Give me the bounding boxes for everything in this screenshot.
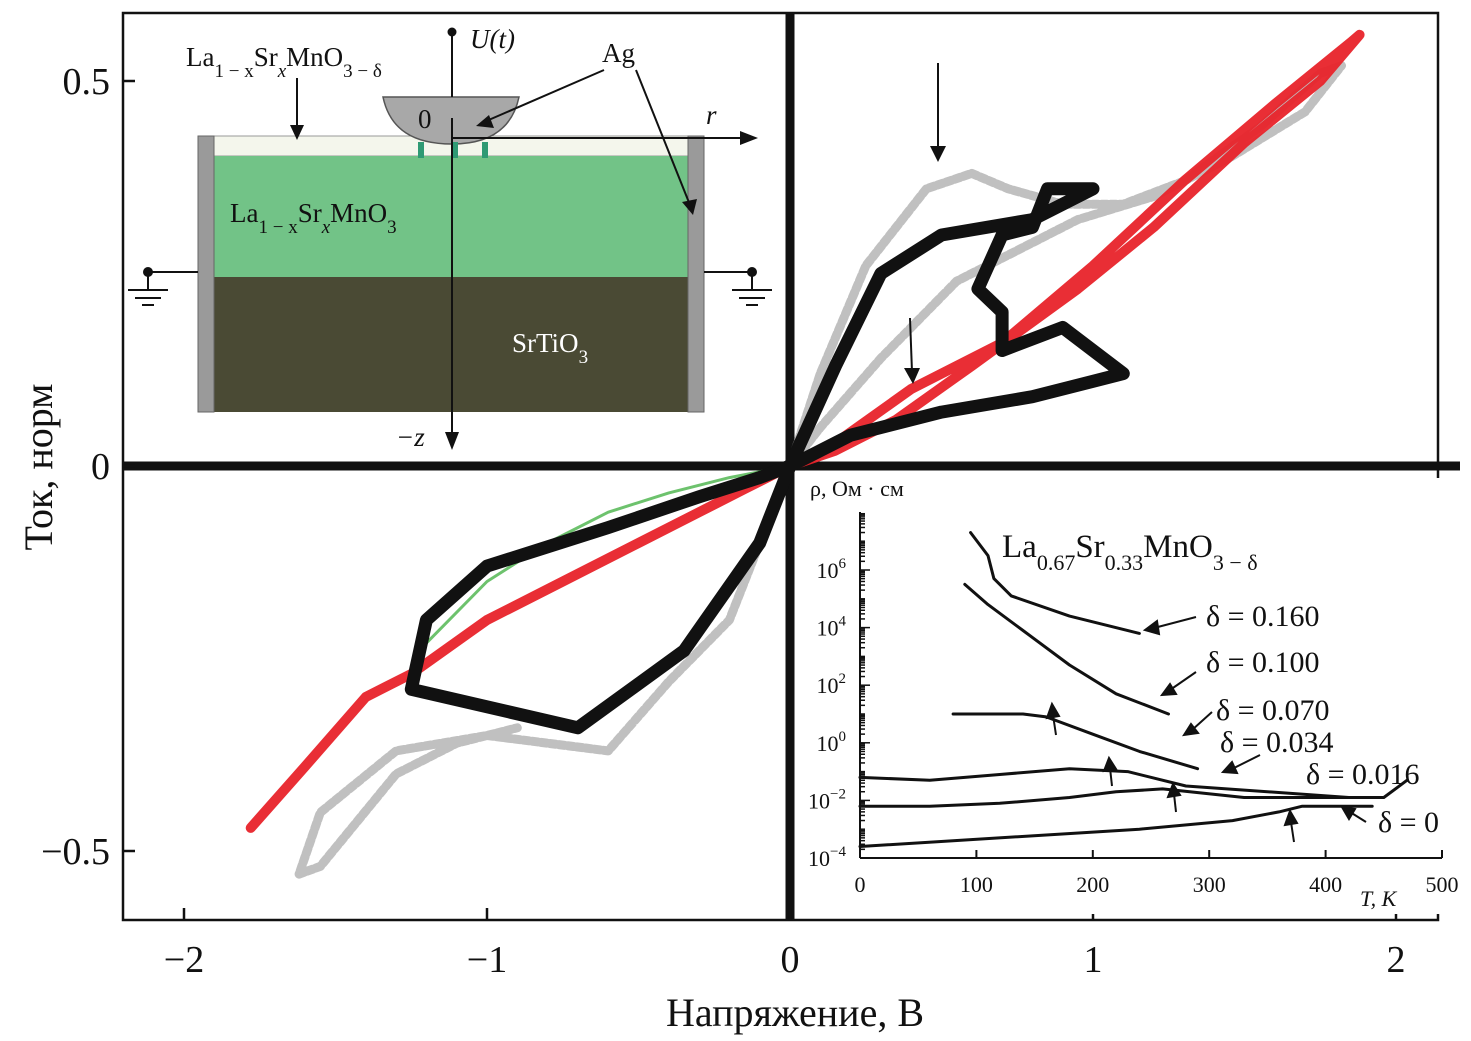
- main-x-tick-label: −2: [164, 939, 204, 981]
- annotation-arrow-upper: [930, 63, 946, 162]
- ag-arrow-tip: [476, 69, 605, 128]
- left-ground-icon: [128, 267, 198, 306]
- series-red: [245, 29, 1365, 833]
- ag-label: Ag: [602, 38, 635, 68]
- label-delta-0016: δ = 0.016: [1306, 758, 1420, 791]
- film-layer-label: La1 − xSrxMnO3: [230, 198, 397, 238]
- inset-y-tick-label: 104: [817, 614, 847, 641]
- inset-y-tick-label: 10−4: [808, 844, 846, 871]
- inset-ylabel: ρ, Ом · см: [810, 476, 904, 501]
- main-series: [245, 29, 1365, 879]
- top-layer-arrow: [290, 78, 304, 140]
- origin-label: 0: [418, 104, 432, 134]
- inset-series-line: [858, 804, 1374, 848]
- main-y-tick-label: 0.5: [63, 61, 111, 103]
- inset-y-tick-label: 10−2: [808, 786, 846, 813]
- ag-arrow-electrode: [635, 69, 697, 215]
- label-arrows: [1045, 616, 1367, 843]
- main-ylabel: Ток, норм: [16, 384, 61, 551]
- inset-y-tick-label: 106: [817, 556, 847, 583]
- main-ticks: −2 −1 0 1 2 0.5 0 −0.5: [41, 61, 1405, 981]
- r-axis-label: r: [706, 100, 717, 130]
- inset-x-tick-label: 300: [1193, 872, 1226, 897]
- main-x-tick-label: −1: [467, 939, 507, 981]
- series-green: [424, 464, 792, 645]
- inset-series-line: [858, 778, 1409, 808]
- r-axis-arrowhead: [740, 131, 758, 145]
- annotation-arrow-lower: [904, 317, 920, 384]
- resistivity-inset: 0 100 200 300 400 500 10−4 10−2 100 102 104 106 ρ, …: [808, 476, 1468, 914]
- tip-contacts: [418, 142, 488, 158]
- inset-series-line: [969, 531, 1141, 635]
- label-delta-0: δ = 0: [1378, 806, 1439, 839]
- main-xlabel: Напряжение, В: [666, 990, 924, 1035]
- inset-series-line: [963, 582, 1170, 716]
- inset-y-tick-label: 100: [817, 729, 847, 756]
- inset-series-line: [951, 712, 1200, 771]
- top-layer-label: La1 − xSrxMnO3 − δ: [186, 42, 382, 82]
- inset-x-tick-label: 100: [960, 872, 993, 897]
- inset-x-tick-label: 200: [1076, 872, 1109, 897]
- label-delta-0100: δ = 0.100: [1206, 646, 1320, 679]
- label-delta-0070: δ = 0.070: [1216, 694, 1330, 727]
- right-electrode: [687, 135, 705, 413]
- inset-xlabel: T, К: [1360, 886, 1398, 911]
- inset-series: [858, 531, 1409, 848]
- inset-formula: La0.67Sr0.33MnO3 − δ: [1002, 529, 1258, 575]
- main-y-tick-label: −0.5: [41, 831, 110, 873]
- voltage-label: U(t): [470, 24, 515, 54]
- device-schematic: La1 − xSrxMnO3 − δ La1 − xSrxMnO3 SrTiO3…: [128, 24, 772, 452]
- label-delta-0160: δ = 0.160: [1206, 600, 1320, 633]
- inset-x-tick-label: 400: [1309, 872, 1342, 897]
- inset-y-tick-label: 102: [817, 671, 847, 698]
- main-x-tick-label: 0: [781, 939, 800, 981]
- left-electrode: [197, 135, 215, 413]
- z-axis-label: −z: [396, 422, 425, 452]
- right-ground-icon: [704, 267, 772, 306]
- z-axis-arrowhead: [445, 432, 459, 450]
- tip-terminal: [447, 27, 457, 37]
- label-delta-0034: δ = 0.034: [1220, 726, 1334, 759]
- inset-series-line: [858, 767, 1351, 799]
- main-plot: −2 −1 0 1 2 0.5 0 −0.5 Напряжение, В Ток, норм: [16, 11, 1460, 1035]
- main-x-tick-label: 1: [1084, 939, 1103, 981]
- inset-x-tick-label: 0: [855, 872, 866, 897]
- substrate-label: SrTiO3: [512, 328, 588, 368]
- series-black: [404, 182, 1130, 735]
- inset-x-tick-label: 500: [1426, 872, 1459, 897]
- main-x-tick-label: 2: [1387, 939, 1406, 981]
- series-gray: [294, 61, 1346, 879]
- main-y-tick-label: 0: [91, 446, 110, 488]
